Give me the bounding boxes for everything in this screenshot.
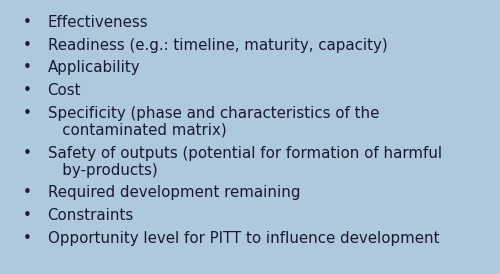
Text: Readiness (e.g.: timeline, maturity, capacity): Readiness (e.g.: timeline, maturity, cap… [48, 38, 387, 53]
Text: •: • [23, 145, 32, 161]
Text: •: • [23, 208, 32, 223]
Text: Constraints: Constraints [48, 208, 134, 223]
Text: contaminated matrix): contaminated matrix) [48, 123, 226, 138]
Text: Applicability: Applicability [48, 60, 140, 75]
Text: Safety of outputs (potential for formation of harmful: Safety of outputs (potential for formati… [48, 145, 442, 161]
Text: •: • [23, 105, 32, 121]
Text: Specificity (phase and characteristics of the: Specificity (phase and characteristics o… [48, 105, 379, 121]
Text: Cost: Cost [48, 83, 81, 98]
Text: •: • [23, 15, 32, 30]
Text: •: • [23, 185, 32, 201]
Text: by-products): by-products) [48, 163, 157, 178]
Text: Effectiveness: Effectiveness [48, 15, 148, 30]
Text: •: • [23, 60, 32, 75]
Text: •: • [23, 231, 32, 246]
Text: Required development remaining: Required development remaining [48, 185, 300, 201]
Text: •: • [23, 83, 32, 98]
Text: •: • [23, 38, 32, 53]
Text: Opportunity level for PITT to influence development: Opportunity level for PITT to influence … [48, 231, 439, 246]
